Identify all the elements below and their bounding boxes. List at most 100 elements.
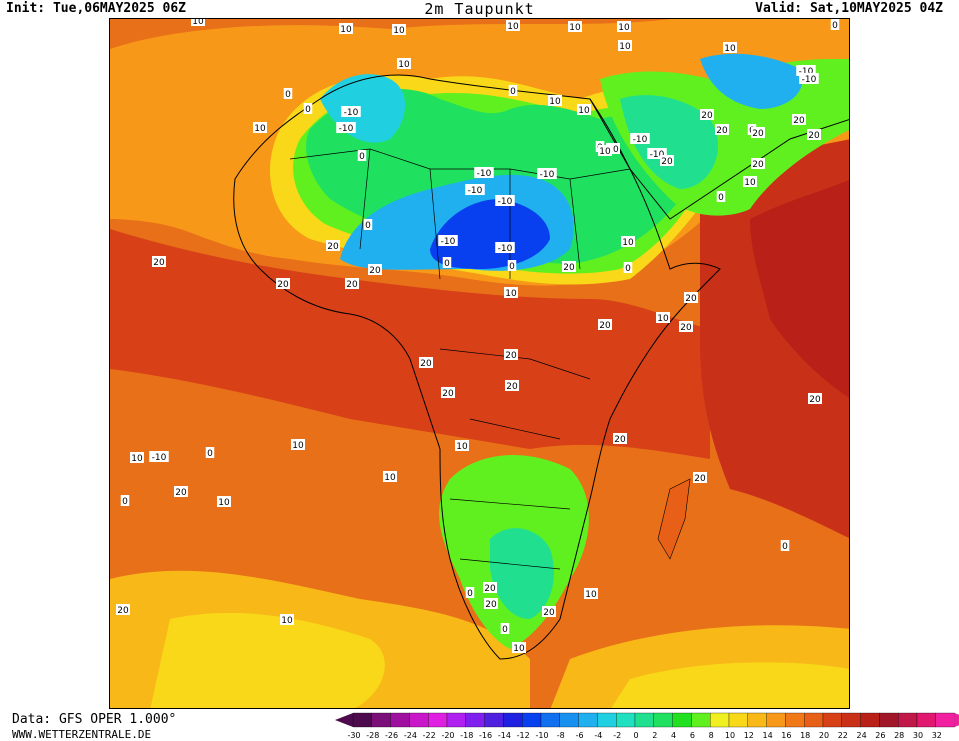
legend-tick-label: -22 (423, 731, 436, 740)
svg-text:10: 10 (549, 97, 561, 107)
data-source-label: Data: GFS OPER 1.000° (12, 712, 177, 727)
legend-tick-label: -24 (404, 731, 417, 740)
svg-text:20: 20 (680, 323, 692, 333)
svg-text:-10: -10 (339, 124, 354, 134)
svg-text:10: 10 (254, 124, 266, 134)
svg-text:-10: -10 (441, 237, 456, 247)
svg-text:20: 20 (661, 157, 673, 167)
svg-text:10: 10 (398, 60, 410, 70)
svg-text:20: 20 (327, 242, 339, 252)
contour-label: 20 (419, 357, 433, 369)
contour-label: 10 (618, 40, 632, 52)
contour-label: -10 (799, 73, 819, 85)
contour-label: 10 (339, 23, 353, 35)
contour-label: 10 (584, 588, 598, 600)
contour-label: 20 (700, 109, 714, 121)
svg-text:0: 0 (305, 105, 311, 115)
legend-swatch (935, 712, 955, 728)
svg-text:20: 20 (809, 395, 821, 405)
contour-label: 20 (660, 155, 674, 167)
contour-label: 20 (807, 129, 821, 141)
legend-swatch (503, 712, 523, 728)
legend-ticks: -30 -28 -26 -24 -22 -20 -18 -16 -14 -12 -10 -8 -6 -4-… (347, 731, 941, 740)
contour-label: 20 (715, 124, 729, 136)
legend-arrow-right (954, 713, 959, 727)
legend-tick-label: 32 (932, 731, 942, 740)
legend-tick-label: 26 (875, 731, 885, 740)
contour-label: 20 (808, 393, 822, 405)
svg-text:-10: -10 (650, 150, 665, 160)
contour-label: 0 (303, 103, 313, 115)
contour-label: 20 (679, 321, 693, 333)
legend-swatch (484, 712, 504, 728)
svg-text:0: 0 (832, 21, 838, 31)
legend-tick-label: 8 (709, 731, 714, 740)
svg-text:20: 20 (543, 608, 555, 618)
contour-label: 20 (792, 114, 806, 126)
svg-text:10: 10 (619, 42, 631, 52)
svg-text:20: 20 (752, 129, 764, 139)
contour-label: 20 (693, 472, 707, 484)
legend-swatch (446, 712, 466, 728)
svg-text:0: 0 (502, 625, 508, 635)
svg-text:20: 20 (793, 116, 805, 126)
svg-text:20: 20 (563, 263, 575, 273)
legend-swatch (860, 712, 880, 728)
svg-text:-10: -10 (344, 108, 359, 118)
border-line (439, 348, 591, 570)
svg-text:0: 0 (285, 90, 291, 100)
svg-text:20: 20 (346, 280, 358, 290)
legend-tick-label: 24 (857, 731, 867, 740)
svg-text:20: 20 (442, 389, 454, 399)
legend-swatch (559, 712, 579, 728)
field-southern-africa-teal (490, 528, 554, 619)
svg-text:20: 20 (614, 435, 626, 445)
svg-text:20: 20 (694, 474, 706, 484)
contour-label: 10 (743, 176, 757, 188)
svg-text:0: 0 (467, 589, 473, 599)
field-iran-blue (700, 53, 803, 109)
contour-label: 0 (357, 150, 367, 162)
svg-text:-10: -10 (152, 453, 167, 463)
legend-swatch (653, 712, 673, 728)
contour-label: 10 (621, 236, 635, 248)
contour-label: 0 (716, 191, 726, 203)
contour-label: 10 (397, 58, 411, 70)
legend-tick-label: -6 (576, 731, 584, 740)
svg-text:0: 0 (509, 262, 515, 272)
legend-swatch (691, 712, 711, 728)
legend-tick-label: -18 (460, 731, 473, 740)
field-arabia-teal (620, 95, 719, 189)
svg-text:10: 10 (281, 616, 293, 626)
legend-swatch (916, 712, 936, 728)
svg-text:20: 20 (485, 600, 497, 610)
init-time-label: Init: Tue,06MAY2025 06Z (6, 1, 187, 16)
contour-label: 20 (504, 349, 518, 361)
svg-text:0: 0 (718, 193, 724, 203)
contour-label: -10 (341, 106, 361, 118)
contour-label: 20 (542, 606, 556, 618)
contour-label: 10 (506, 20, 520, 32)
legend-swatch (710, 712, 730, 728)
legend-tick-label: -12 (517, 731, 530, 740)
legend-tick-label: -2 (613, 731, 621, 740)
contour-label: 10 (383, 471, 397, 483)
svg-text:10: 10 (622, 238, 634, 248)
contour-label: 0 (283, 88, 293, 100)
legend-swatch (672, 712, 692, 728)
legend-tick-label: 4 (671, 731, 676, 740)
legend-swatch (465, 712, 485, 728)
legend-tick-label: -10 (535, 731, 548, 740)
dewpoint-map: 10 10 10 10 10 10 0 10 10 -10 -10 0 0 0 10 10 10 -10 -10 -1… (109, 18, 850, 709)
contour-label: 20 (174, 486, 188, 498)
svg-text:0: 0 (444, 259, 450, 269)
svg-text:10: 10 (393, 26, 405, 36)
contour-label: -10 (796, 65, 816, 77)
svg-text:20: 20 (701, 111, 713, 121)
contour-label: 10 (598, 145, 612, 157)
contour-label: -10 (336, 122, 356, 134)
svg-text:10: 10 (513, 644, 525, 654)
svg-text:0: 0 (122, 497, 128, 507)
contour-label: 20 (326, 240, 340, 252)
svg-text:10: 10 (292, 441, 304, 451)
